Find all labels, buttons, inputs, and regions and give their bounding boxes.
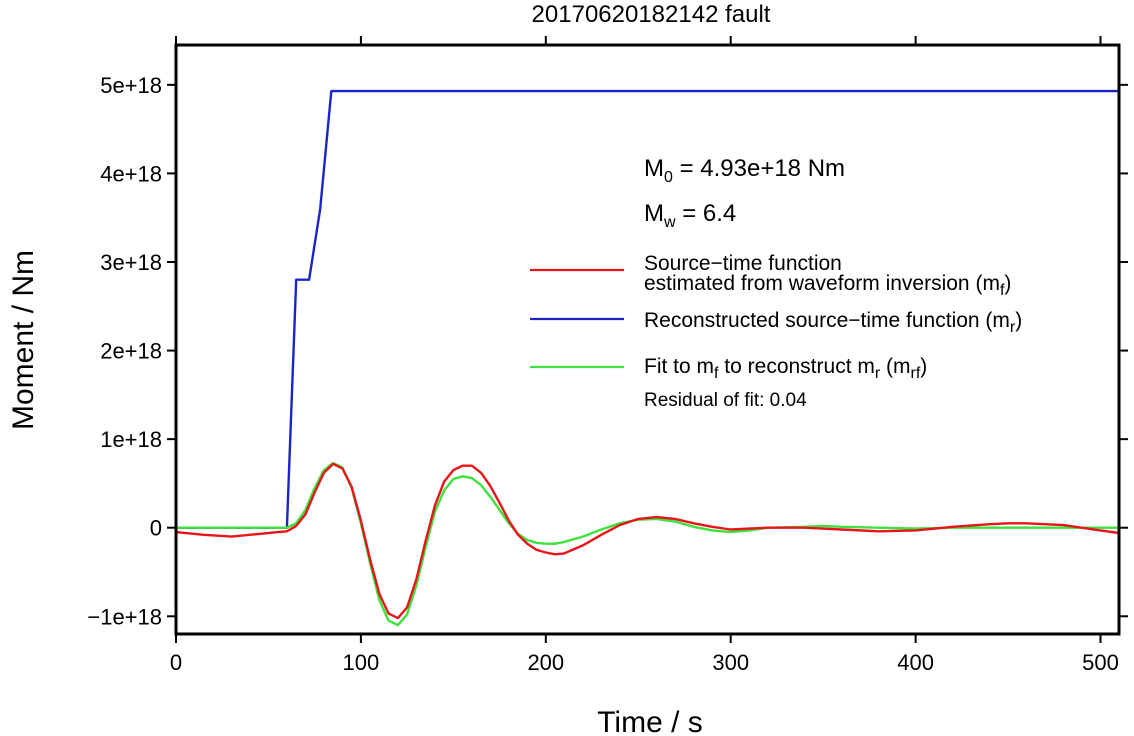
x-tick-label: 500 <box>1082 650 1119 675</box>
ticks-layer: 0 100 200 300 400 500 −1e+18 0 1e+18 2e+18 3e+18 4e… <box>87 36 1128 675</box>
y-tick-label: −1e+18 <box>87 604 162 629</box>
svg-text:Mw = 6.4: Mw = 6.4 <box>644 200 736 231</box>
svg-text:M0 = 4.93e+18 Nm: M0 = 4.93e+18 Nm <box>644 155 845 186</box>
mw-subscript: w <box>663 214 676 231</box>
residual-label: Residual of fit: 0.04 <box>644 390 807 411</box>
y-tick-label: 3e+18 <box>100 250 162 275</box>
y-tick-label: 1e+18 <box>100 427 162 452</box>
legend-label-green: Fit to mf to reconstruct mr (mrf) <box>644 355 927 382</box>
y-tick-label: 4e+18 <box>100 161 162 186</box>
mw-annotation: Mw = 6.4 <box>644 200 736 231</box>
series-red-line <box>175 462 1120 620</box>
mw-prefix: M <box>644 200 664 227</box>
x-tick-label: 300 <box>712 650 749 675</box>
x-tick-label: 200 <box>527 650 564 675</box>
legend-label-red-line2: estimated from waveform inversion (mf) <box>644 272 1011 299</box>
plot-frame <box>174 43 1121 636</box>
x-tick-label: 100 <box>343 650 380 675</box>
legend-label-red-line1: Source−time function <box>644 252 842 275</box>
legend: Source−time function estimated from wave… <box>530 252 1022 411</box>
x-axis-label: Time / s <box>597 706 703 736</box>
y-tick-label: 2e+18 <box>100 339 162 364</box>
x-tick-label: 400 <box>897 650 934 675</box>
series-layer <box>175 89 1120 627</box>
legend-label-blue: Reconstructed source−time function (mr) <box>644 309 1022 336</box>
x-tick-label: 0 <box>170 650 182 675</box>
m0-prefix: M <box>644 155 664 182</box>
m0-subscript: 0 <box>664 169 673 186</box>
y-tick-label: 5e+18 <box>100 73 162 98</box>
m0-annotation: M0 = 4.93e+18 Nm <box>644 155 845 186</box>
m0-value: = 4.93e+18 Nm <box>673 155 845 182</box>
mw-value: = 6.4 <box>676 200 737 227</box>
chart-title: 20170620182142 fault <box>532 1 771 28</box>
y-axis-label: Moment / Nm <box>7 250 40 430</box>
y-tick-label: 0 <box>150 516 162 541</box>
